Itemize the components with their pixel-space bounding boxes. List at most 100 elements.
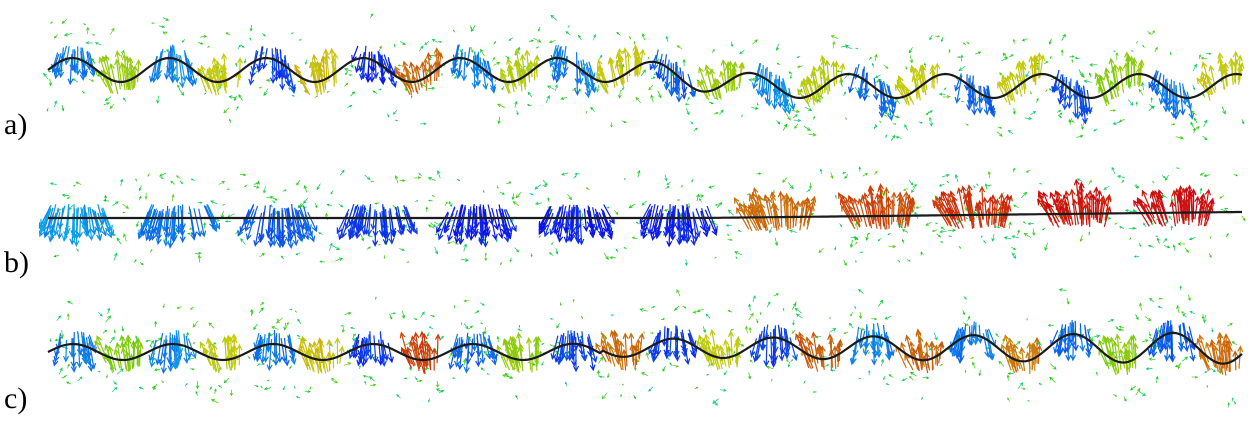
- arrow: [567, 193, 572, 201]
- arrow: [53, 254, 59, 258]
- arrow: [788, 71, 793, 75]
- arrow: [87, 207, 95, 242]
- arrow: [795, 313, 803, 319]
- arrow: [145, 339, 152, 343]
- arrow: [1203, 202, 1211, 227]
- arrow: [102, 329, 108, 334]
- arrow: [538, 206, 551, 228]
- arrow: [1226, 345, 1233, 372]
- arrow: [897, 259, 901, 263]
- arrow: [563, 210, 571, 244]
- arrow: [1164, 326, 1171, 362]
- arrow: [648, 386, 654, 392]
- arrow: [210, 200, 218, 205]
- arrow: [650, 76, 656, 80]
- arrow: [364, 174, 371, 181]
- arrow: [309, 386, 312, 390]
- arrow: [1115, 52, 1119, 60]
- arrow: [53, 211, 61, 237]
- arrow: [991, 205, 998, 229]
- arrow: [972, 84, 979, 108]
- arrow: [151, 22, 155, 25]
- arrow: [874, 53, 878, 62]
- arrow: [1118, 118, 1125, 122]
- arrow: [935, 35, 941, 38]
- arrow: [534, 201, 543, 206]
- arrow: [962, 309, 965, 316]
- arrow: [105, 315, 111, 323]
- arrow: [341, 326, 345, 333]
- arrow: [1113, 355, 1122, 359]
- arrow: [819, 168, 823, 174]
- arrow: [541, 361, 544, 366]
- arrow: [731, 61, 738, 84]
- arrow: [1237, 345, 1244, 369]
- arrow: [1011, 246, 1016, 250]
- arrow: [614, 210, 619, 215]
- arrow: [803, 380, 806, 384]
- arrow: [1113, 50, 1116, 52]
- arrow: [414, 176, 422, 180]
- arrow: [939, 230, 947, 234]
- arrow: [597, 369, 601, 377]
- arrow: [874, 74, 881, 78]
- arrow: [638, 332, 645, 360]
- arrow: [600, 331, 603, 336]
- arrow: [71, 51, 78, 73]
- arrow: [197, 254, 202, 263]
- arrow: [236, 57, 244, 81]
- arrow: [739, 49, 745, 55]
- arrow: [395, 212, 404, 236]
- arrow: [1169, 51, 1172, 56]
- arrow: [380, 339, 387, 368]
- arrow: [703, 333, 713, 364]
- arrow: [785, 357, 789, 363]
- arrow: [1155, 235, 1159, 238]
- arrow: [628, 332, 635, 363]
- arrow: [195, 390, 198, 396]
- arrow: [496, 344, 507, 369]
- arrow: [1076, 134, 1084, 138]
- arrow: [997, 81, 1008, 103]
- arrow: [893, 123, 897, 125]
- arrow: [1199, 352, 1211, 371]
- arrow: [1138, 391, 1146, 397]
- arrow: [711, 48, 715, 53]
- arrow: [698, 198, 702, 202]
- arrow: [304, 390, 311, 393]
- arrow: [834, 246, 837, 251]
- arrow: [97, 212, 107, 237]
- arrow: [492, 57, 495, 62]
- arrow: [529, 351, 536, 373]
- arrow: [1060, 49, 1064, 56]
- arrow: [970, 356, 975, 359]
- arrow: [640, 209, 653, 237]
- arrow: [1104, 67, 1113, 100]
- arrow: [1210, 368, 1216, 373]
- arrow: [1147, 30, 1152, 35]
- arrow: [174, 332, 181, 362]
- arrow: [920, 252, 925, 255]
- arrow: [1135, 314, 1139, 321]
- arrow: [318, 232, 323, 235]
- arrow: [606, 206, 610, 209]
- arrow: [61, 376, 65, 379]
- arrow: [1020, 64, 1027, 90]
- arrow: [94, 42, 102, 46]
- arrow: [598, 375, 605, 379]
- arrow: [1006, 374, 1010, 381]
- arrow: [92, 33, 96, 36]
- arrow: [1161, 194, 1168, 198]
- arrow: [759, 326, 766, 351]
- arrow: [1144, 316, 1152, 322]
- arrow: [365, 51, 372, 84]
- arrow: [680, 185, 684, 188]
- arrow: [1136, 40, 1138, 44]
- arrow: [495, 238, 498, 243]
- arrow: [1182, 313, 1187, 318]
- arrow: [85, 41, 93, 45]
- arrow: [596, 71, 608, 94]
- arrow: [147, 173, 150, 177]
- arrow: [635, 221, 640, 225]
- arrow: [210, 399, 219, 404]
